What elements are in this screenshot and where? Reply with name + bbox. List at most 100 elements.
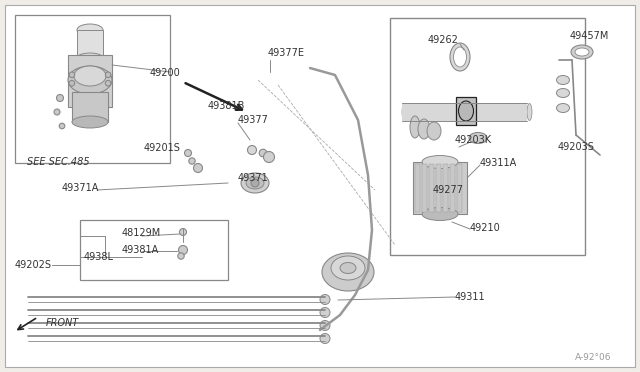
Text: 49200: 49200	[150, 68, 180, 78]
Text: 49377: 49377	[238, 115, 269, 125]
Bar	[457, 164, 462, 212]
Circle shape	[69, 80, 75, 86]
Circle shape	[320, 321, 330, 330]
Text: 49311: 49311	[455, 292, 486, 302]
Ellipse shape	[522, 103, 527, 121]
Bar	[402, 103, 527, 121]
Circle shape	[184, 150, 191, 157]
Text: 49381B: 49381B	[208, 101, 245, 111]
Bar	[413, 162, 467, 214]
Ellipse shape	[432, 103, 437, 121]
Ellipse shape	[442, 103, 447, 121]
Bar	[80, 220, 228, 280]
Ellipse shape	[557, 89, 570, 97]
Circle shape	[106, 72, 111, 78]
Ellipse shape	[407, 103, 412, 121]
Ellipse shape	[322, 253, 374, 291]
Ellipse shape	[477, 103, 482, 121]
Ellipse shape	[527, 103, 532, 121]
Bar	[77, 30, 103, 58]
Text: 48129M: 48129M	[122, 228, 161, 238]
Ellipse shape	[412, 103, 417, 121]
Ellipse shape	[450, 43, 470, 71]
Ellipse shape	[422, 155, 458, 169]
Bar	[436, 164, 441, 212]
Text: 49371A: 49371A	[62, 183, 99, 193]
Ellipse shape	[557, 76, 570, 84]
Circle shape	[106, 80, 111, 86]
Ellipse shape	[462, 103, 467, 121]
Circle shape	[259, 149, 267, 157]
Ellipse shape	[74, 66, 106, 86]
Bar	[72, 92, 108, 122]
Ellipse shape	[427, 122, 441, 140]
Ellipse shape	[472, 103, 477, 121]
Ellipse shape	[246, 177, 264, 189]
Ellipse shape	[331, 256, 365, 280]
Text: 49203K: 49203K	[455, 135, 492, 145]
Ellipse shape	[469, 132, 487, 144]
Text: A-92°06: A-92°06	[575, 353, 611, 362]
Ellipse shape	[72, 116, 108, 128]
Ellipse shape	[571, 45, 593, 59]
Bar	[68, 55, 112, 107]
Circle shape	[320, 334, 330, 343]
Ellipse shape	[427, 103, 432, 121]
Ellipse shape	[502, 103, 507, 121]
Ellipse shape	[422, 103, 427, 121]
Bar	[443, 164, 448, 212]
Bar	[456, 97, 476, 125]
Ellipse shape	[417, 103, 422, 121]
Ellipse shape	[487, 103, 492, 121]
Ellipse shape	[482, 103, 487, 121]
Text: 49277: 49277	[433, 185, 464, 195]
Text: SEE SEC.485: SEE SEC.485	[27, 157, 90, 167]
Ellipse shape	[458, 101, 474, 121]
Ellipse shape	[410, 116, 420, 138]
Text: 4938L: 4938L	[84, 252, 114, 262]
Ellipse shape	[492, 103, 497, 121]
Circle shape	[320, 308, 330, 317]
Text: FRONT: FRONT	[46, 318, 79, 328]
Ellipse shape	[452, 103, 457, 121]
Text: 49371: 49371	[238, 173, 269, 183]
Ellipse shape	[497, 103, 502, 121]
Circle shape	[179, 246, 188, 254]
Text: 49311A: 49311A	[480, 158, 517, 168]
Circle shape	[56, 94, 63, 102]
Text: 49381A: 49381A	[122, 245, 159, 255]
Ellipse shape	[575, 48, 589, 56]
Ellipse shape	[422, 208, 458, 221]
Bar	[415, 164, 420, 212]
Circle shape	[248, 145, 257, 154]
Ellipse shape	[77, 24, 103, 36]
Circle shape	[179, 228, 186, 235]
Circle shape	[264, 151, 275, 163]
Ellipse shape	[457, 103, 462, 121]
Text: 49457M: 49457M	[570, 31, 609, 41]
Circle shape	[69, 72, 75, 78]
Circle shape	[193, 164, 202, 173]
Circle shape	[189, 158, 195, 164]
Ellipse shape	[437, 103, 442, 121]
Ellipse shape	[507, 103, 512, 121]
Bar	[450, 164, 455, 212]
Ellipse shape	[447, 103, 452, 121]
Text: 49262: 49262	[428, 35, 459, 45]
Circle shape	[251, 179, 259, 187]
Circle shape	[320, 295, 330, 305]
Bar	[422, 164, 427, 212]
Text: 49201S: 49201S	[144, 143, 181, 153]
Ellipse shape	[517, 103, 522, 121]
Ellipse shape	[340, 263, 356, 273]
Bar	[15, 15, 170, 163]
Ellipse shape	[241, 173, 269, 193]
Ellipse shape	[467, 103, 472, 121]
Text: 49202S: 49202S	[15, 260, 52, 270]
Circle shape	[54, 109, 60, 115]
Text: 49203S: 49203S	[558, 142, 595, 152]
Ellipse shape	[77, 53, 103, 63]
Ellipse shape	[557, 103, 570, 112]
Text: 49210: 49210	[470, 223, 500, 233]
Ellipse shape	[418, 119, 430, 139]
